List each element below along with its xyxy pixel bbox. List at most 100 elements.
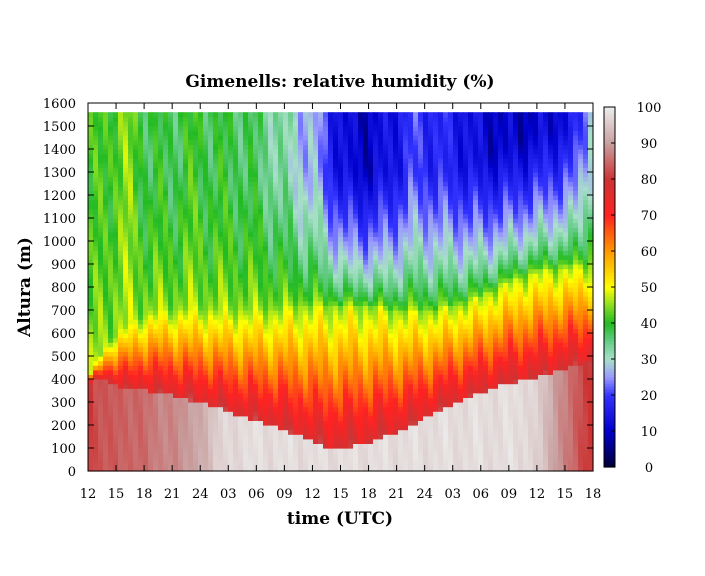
heatmap-cell xyxy=(253,185,259,191)
heatmap-cell xyxy=(318,144,324,150)
heatmap-cell xyxy=(333,282,339,288)
heatmap-cell xyxy=(223,149,229,155)
heatmap-cell xyxy=(398,429,404,435)
heatmap-cell xyxy=(148,218,154,224)
heatmap-cell xyxy=(213,383,219,389)
heatmap-cell xyxy=(193,264,199,270)
heatmap-cell xyxy=(243,282,249,288)
heatmap-cell xyxy=(268,218,274,224)
heatmap-cell xyxy=(248,130,254,136)
heatmap-cell xyxy=(133,379,139,385)
heatmap-cell xyxy=(348,231,354,237)
heatmap-cell xyxy=(123,397,129,403)
heatmap-cell xyxy=(263,153,269,159)
heatmap-cell xyxy=(158,429,164,435)
heatmap-cell xyxy=(273,434,279,440)
heatmap-cell xyxy=(288,227,294,233)
heatmap-cell xyxy=(313,429,319,435)
heatmap-cell xyxy=(143,296,149,302)
heatmap-cell xyxy=(198,346,204,352)
heatmap-cell xyxy=(153,181,159,187)
heatmap-cell xyxy=(148,195,154,201)
heatmap-cell xyxy=(128,328,134,334)
heatmap-cell xyxy=(378,438,384,444)
heatmap-cell xyxy=(318,328,324,334)
heatmap-cell xyxy=(88,319,94,325)
heatmap-cell xyxy=(248,167,254,173)
heatmap-cell xyxy=(293,181,299,187)
heatmap-cell xyxy=(108,314,114,320)
heatmap-cell xyxy=(153,218,159,224)
heatmap-cell xyxy=(378,185,384,191)
heatmap-cell xyxy=(393,213,399,219)
heatmap-cell xyxy=(298,314,304,320)
heatmap-cell xyxy=(113,149,119,155)
heatmap-cell xyxy=(98,425,104,431)
heatmap-cell xyxy=(393,379,399,385)
heatmap-cell xyxy=(198,369,204,375)
heatmap-cell xyxy=(348,425,354,431)
heatmap-cell xyxy=(298,397,304,403)
heatmap-cell xyxy=(133,204,139,210)
heatmap-cell xyxy=(403,181,409,187)
heatmap-cell xyxy=(108,425,114,431)
heatmap-cell xyxy=(308,277,314,283)
heatmap-cell xyxy=(198,402,204,408)
heatmap-cell xyxy=(188,392,194,398)
heatmap-cell xyxy=(233,420,239,426)
heatmap-cell xyxy=(218,310,224,316)
heatmap-cell xyxy=(113,273,119,279)
heatmap-cell xyxy=(143,282,149,288)
heatmap-cell xyxy=(88,287,94,293)
heatmap-cell xyxy=(178,254,184,260)
heatmap-cell xyxy=(188,305,194,311)
heatmap-cell xyxy=(288,346,294,352)
heatmap-cell xyxy=(348,139,354,145)
heatmap-cell xyxy=(233,162,239,168)
heatmap-cell xyxy=(263,369,269,375)
heatmap-cell xyxy=(348,356,354,362)
heatmap-cell xyxy=(403,438,409,444)
heatmap-cell xyxy=(223,457,229,463)
heatmap-cell xyxy=(263,411,269,417)
heatmap-cell xyxy=(123,365,129,371)
heatmap-cell xyxy=(98,241,104,247)
heatmap-cell xyxy=(293,227,299,233)
heatmap-cell xyxy=(353,314,359,320)
heatmap-cell xyxy=(303,273,309,279)
heatmap-cell xyxy=(393,319,399,325)
heatmap-cell xyxy=(338,241,344,247)
heatmap-cell xyxy=(183,392,189,398)
heatmap-cell xyxy=(138,314,144,320)
heatmap-cell xyxy=(398,176,404,182)
heatmap-cell xyxy=(178,323,184,329)
heatmap-cell xyxy=(298,351,304,357)
heatmap-cell xyxy=(223,448,229,454)
heatmap-cell xyxy=(388,158,394,164)
heatmap-cell xyxy=(323,273,329,279)
heatmap-cell xyxy=(158,149,164,155)
heatmap-cell xyxy=(233,112,239,118)
heatmap-cell xyxy=(358,231,364,237)
heatmap-cell xyxy=(148,135,154,141)
heatmap-cell xyxy=(233,333,239,339)
heatmap-cell xyxy=(138,360,144,366)
heatmap-cell xyxy=(393,337,399,343)
heatmap-cell xyxy=(368,204,374,210)
heatmap-cell xyxy=(373,208,379,214)
heatmap-cell xyxy=(323,346,329,352)
heatmap-cell xyxy=(353,126,359,132)
heatmap-cell xyxy=(148,185,154,191)
heatmap-cell xyxy=(243,351,249,357)
heatmap-cell xyxy=(238,429,244,435)
heatmap-cell xyxy=(363,241,369,247)
heatmap-cell xyxy=(203,172,209,178)
heatmap-cell xyxy=(368,231,374,237)
heatmap-cell xyxy=(318,204,324,210)
heatmap-cell xyxy=(378,172,384,178)
heatmap-cell xyxy=(218,135,224,141)
heatmap-cell xyxy=(223,254,229,260)
heatmap-cell xyxy=(353,457,359,463)
heatmap-cell xyxy=(258,213,264,219)
heatmap-cell xyxy=(358,268,364,274)
